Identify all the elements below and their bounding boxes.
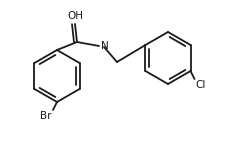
Text: Cl: Cl (195, 80, 205, 90)
Text: Br: Br (40, 111, 52, 121)
Text: N: N (101, 41, 108, 51)
Text: OH: OH (67, 11, 83, 21)
